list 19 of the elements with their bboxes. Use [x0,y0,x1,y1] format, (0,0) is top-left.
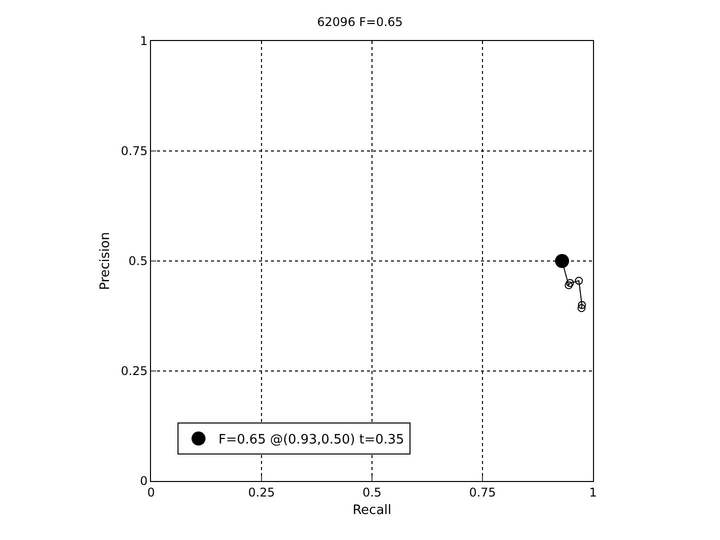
point [564,281,573,290]
x-tick-label: 1 [589,485,597,500]
point [578,301,586,309]
y-tick-label: 1 [140,34,148,48]
y-tick-label: 0.5 [128,254,148,268]
legend-label: F=0.65 @(0.93,0.50) t=0.35 [218,432,404,448]
chart-title: 62096 F=0.65 [317,15,403,30]
x-axis-title: Recall [352,503,392,518]
y-tick-label: 0.25 [120,364,148,378]
x-tick-label: 0.25 [248,485,275,500]
x-tick-label: 0.5 [362,485,382,500]
point [555,254,570,268]
y-tick-label: 0.75 [120,144,148,158]
point [574,276,583,285]
x-tick-label: 0.75 [469,485,496,500]
y-tick-label: 0 [140,474,148,488]
point [578,304,586,312]
point [566,279,574,287]
y-axis-title: Precision [98,232,113,290]
